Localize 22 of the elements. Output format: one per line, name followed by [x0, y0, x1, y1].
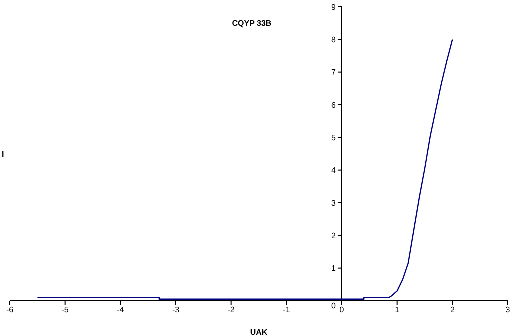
y-tick-label: 5 [332, 133, 337, 142]
y-tick-label: 3 [332, 198, 337, 208]
y-tick-label: 9 [332, 2, 337, 12]
y-tick-label: 2 [332, 231, 337, 240]
y-axis-title: I [2, 150, 4, 159]
x-tick-label: -5 [62, 306, 70, 315]
y-tick-label: 7 [332, 68, 337, 78]
x-tick-label: -3 [172, 306, 180, 315]
y-tick-label: 8 [332, 35, 337, 44]
x-tick-label: 2 [450, 306, 456, 315]
x-tick-label: -4 [117, 306, 125, 315]
x-tick-label: 3 [506, 306, 510, 315]
x-tick-label: -1 [283, 306, 291, 315]
x-tick-label: 0 [340, 306, 345, 315]
y-tick-label: 6 [332, 100, 337, 110]
x-tick-label: 1 [395, 306, 400, 315]
y-tick-label: 4 [332, 166, 337, 176]
x-axis-title: UAK [250, 328, 268, 335]
y-tick-label: 1 [332, 264, 337, 274]
x-tick-label: -2 [228, 306, 236, 315]
x-tick-label: -6 [6, 306, 14, 315]
text: CQYP 33B [232, 19, 272, 28]
